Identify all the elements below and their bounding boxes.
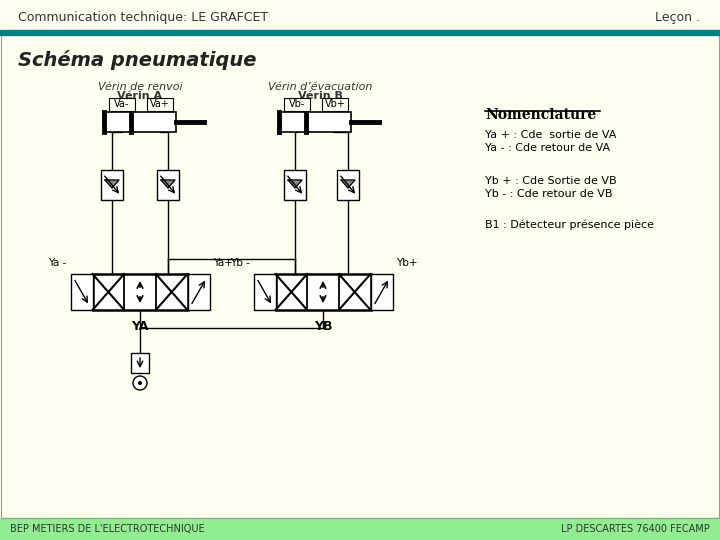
Text: Communication technique: LE GRAFCET: Communication technique: LE GRAFCET: [18, 10, 268, 24]
Text: Va-: Va-: [114, 99, 130, 109]
Text: Ya+: Ya+: [214, 258, 233, 268]
Bar: [0, 0, 720, 32]
Bar: [279, 112, 351, 132]
Bar: [109, 98, 135, 111]
Bar: [1, 33, 719, 518]
Bar: [157, 170, 179, 200]
Text: Yb + : Cde Sortie de VB: Yb + : Cde Sortie de VB: [485, 176, 616, 186]
Bar: [337, 170, 359, 200]
Text: Yb -: Yb -: [230, 258, 250, 268]
Text: YB: YB: [314, 320, 332, 333]
Text: Ya + : Cde  sortie de VA: Ya + : Cde sortie de VA: [485, 130, 616, 140]
Bar: [253, 274, 276, 310]
Text: Vérin B: Vérin B: [297, 91, 343, 101]
Bar: [92, 274, 187, 310]
Bar: [276, 274, 371, 310]
Bar: [187, 274, 210, 310]
Bar: [131, 353, 149, 373]
Bar: [0, 30, 720, 35]
Text: YA: YA: [131, 320, 149, 333]
Text: BEP METIERS DE L'ELECTROTECHNIQUE: BEP METIERS DE L'ELECTROTECHNIQUE: [10, 524, 204, 534]
Text: Va+: Va+: [150, 99, 170, 109]
Polygon shape: [288, 180, 302, 188]
Text: Nomenclature: Nomenclature: [485, 108, 596, 122]
Circle shape: [133, 376, 147, 390]
Text: Vérin d’évacuation: Vérin d’évacuation: [268, 82, 372, 92]
Polygon shape: [161, 180, 175, 188]
Text: Vérin A: Vérin A: [117, 91, 163, 101]
Text: Vérin de renvoi: Vérin de renvoi: [98, 82, 182, 92]
Text: Leçon .: Leçon .: [655, 10, 700, 24]
Bar: [147, 98, 173, 111]
Text: Ya - : Cde retour de VA: Ya - : Cde retour de VA: [485, 143, 610, 153]
Text: Schéma pneumatique: Schéma pneumatique: [18, 50, 256, 70]
Text: LP DESCARTES 76400 FECAMP: LP DESCARTES 76400 FECAMP: [562, 524, 710, 534]
Bar: [0, 518, 720, 540]
Bar: [71, 274, 92, 310]
Text: Yb+: Yb+: [397, 258, 418, 268]
Bar: [104, 112, 176, 132]
Text: Ya -: Ya -: [48, 258, 66, 268]
Polygon shape: [341, 180, 355, 188]
Bar: [101, 170, 123, 200]
Bar: [284, 98, 310, 111]
Text: Vb-: Vb-: [289, 99, 305, 109]
Bar: [284, 170, 306, 200]
Polygon shape: [105, 180, 119, 188]
Bar: [322, 98, 348, 111]
Text: B1 : Détecteur présence pièce: B1 : Détecteur présence pièce: [485, 220, 654, 231]
Text: Vb+: Vb+: [325, 99, 346, 109]
Bar: [371, 274, 392, 310]
Text: Yb - : Cde retour de VB: Yb - : Cde retour de VB: [485, 189, 613, 199]
Circle shape: [138, 381, 142, 385]
